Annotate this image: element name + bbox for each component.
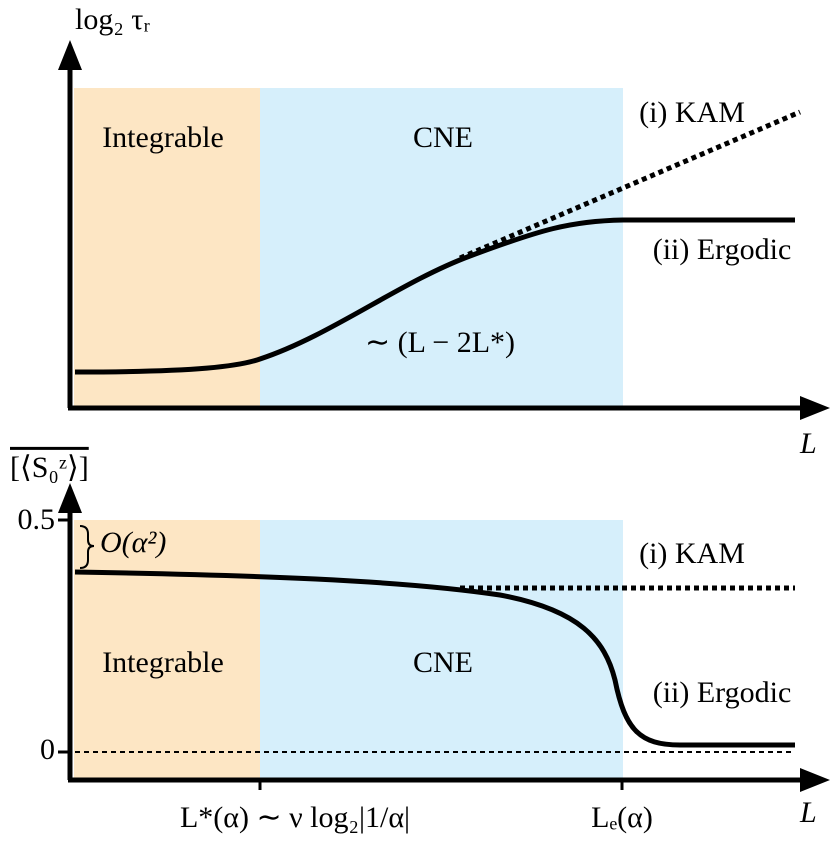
y-arrow xyxy=(58,40,82,70)
y-axis-label: log₂ τᵣ xyxy=(75,3,150,36)
region-label: Integrable xyxy=(102,646,224,679)
y-axis-label: [⟨S₀ᶻ⟩] xyxy=(10,451,89,484)
curve-label: (i) KAM xyxy=(639,96,745,129)
x-axis-label: L xyxy=(799,796,817,829)
y-tick-label: 0.5 xyxy=(18,503,56,536)
ergodic-curve xyxy=(74,569,795,748)
x-arrow xyxy=(800,768,830,792)
x-tick-label: Lₑ(α) xyxy=(591,801,653,834)
scaling-label: ∼ (L − 2L*) xyxy=(365,326,515,359)
x-arrow xyxy=(800,396,830,420)
region-label: CNE xyxy=(413,121,473,154)
y-tick-label: 0 xyxy=(40,733,55,766)
ergodic-curve xyxy=(74,217,795,375)
integrable-region xyxy=(74,88,260,408)
cne-region xyxy=(260,520,623,780)
integrable-region xyxy=(74,520,260,780)
brace xyxy=(79,525,95,569)
gap-label: O(α²) xyxy=(100,526,166,559)
kam-curve xyxy=(459,109,801,261)
y-arrow xyxy=(58,483,82,513)
region-label: CNE xyxy=(413,646,473,679)
curve-label: (ii) Ergodic xyxy=(653,676,792,709)
x-tick-label: L*(α) ∼ ν log₂|1/α| xyxy=(180,801,410,834)
region-label: Integrable xyxy=(102,121,224,154)
x-axis-label: L xyxy=(799,427,817,460)
curve-label: (i) KAM xyxy=(639,537,745,570)
curve-label: (ii) Ergodic xyxy=(653,233,792,266)
cne-region xyxy=(260,88,623,408)
